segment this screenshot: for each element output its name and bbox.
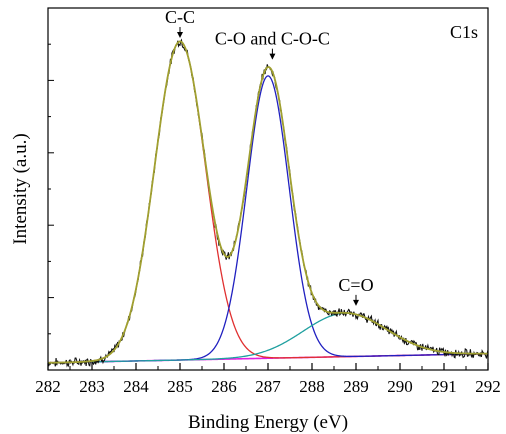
- raw-data-line: [47, 38, 489, 368]
- annotation-arrow-head: [353, 299, 359, 306]
- x-tick-label: 292: [475, 377, 501, 396]
- y-axis-label: Intensity (a.u.): [10, 133, 31, 244]
- x-tick-label: 284: [123, 377, 149, 396]
- peak-annotation-1: C-C: [165, 7, 195, 27]
- component-curve-2: [47, 75, 489, 364]
- peak-annotation-2: C-O and C-O-C: [215, 29, 330, 49]
- x-tick-label: 289: [343, 377, 369, 396]
- y-ticks-group: [48, 43, 54, 335]
- x-tick-label: 290: [387, 377, 413, 396]
- x-tick-label: 288: [299, 377, 325, 396]
- x-tick-label: 291: [431, 377, 457, 396]
- x-tick-label: 285: [167, 377, 193, 396]
- x-axis-label: Binding Energy (eV): [188, 412, 348, 433]
- x-tick-label: 287: [255, 377, 281, 396]
- curves-group: [47, 38, 489, 368]
- component-curve-1: [47, 40, 489, 364]
- x-tick-label: 286: [211, 377, 237, 396]
- x-ticks-group: 282 283 284 285 286 287 288 289 290 291 292: [35, 363, 501, 396]
- annotation-arrow-head: [177, 31, 183, 38]
- envelope-fit-line: [47, 40, 488, 364]
- plot-frame: [47, 7, 489, 371]
- annotations-group: C-C C-O and C-O-C C=O: [165, 7, 374, 306]
- annotation-arrow-head: [269, 53, 276, 60]
- corner-label: C1s: [450, 22, 478, 42]
- peak-annotation-3: C=O: [338, 275, 373, 295]
- x-tick-label: 282: [35, 377, 61, 396]
- x-tick-label: 283: [79, 377, 105, 396]
